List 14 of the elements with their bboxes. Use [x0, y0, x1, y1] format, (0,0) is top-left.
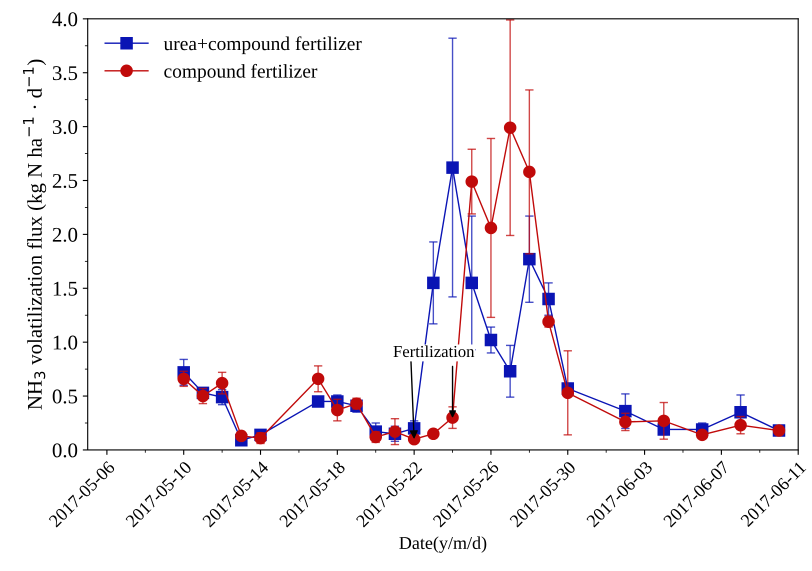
legend-label: urea+compound fertilizer [164, 36, 362, 54]
y-tick-label: 2.5 [52, 174, 78, 188]
annotation: Fertilization [394, 345, 474, 358]
y-tick-label: 3.0 [52, 120, 78, 134]
y-tick-label: 4.0 [52, 12, 78, 26]
y-tick-label: 1.5 [54, 282, 78, 296]
y-tick-label: 0.5 [52, 389, 78, 404]
legend-label: compound fertilizer [164, 64, 318, 82]
y-tick-label: 3.5 [52, 66, 78, 80]
y-tick-label: 2.0 [52, 228, 78, 242]
y-tick-label: 1.0 [54, 336, 78, 350]
x-axis-title: Date(y/m/d) [399, 536, 486, 553]
y-tick-label: 0.0 [52, 443, 78, 458]
y-axis-title: NH$_{3}$ volatilization flux (kg N ha$^{−1}$ · d$^{−1}$) [23, 60, 46, 410]
